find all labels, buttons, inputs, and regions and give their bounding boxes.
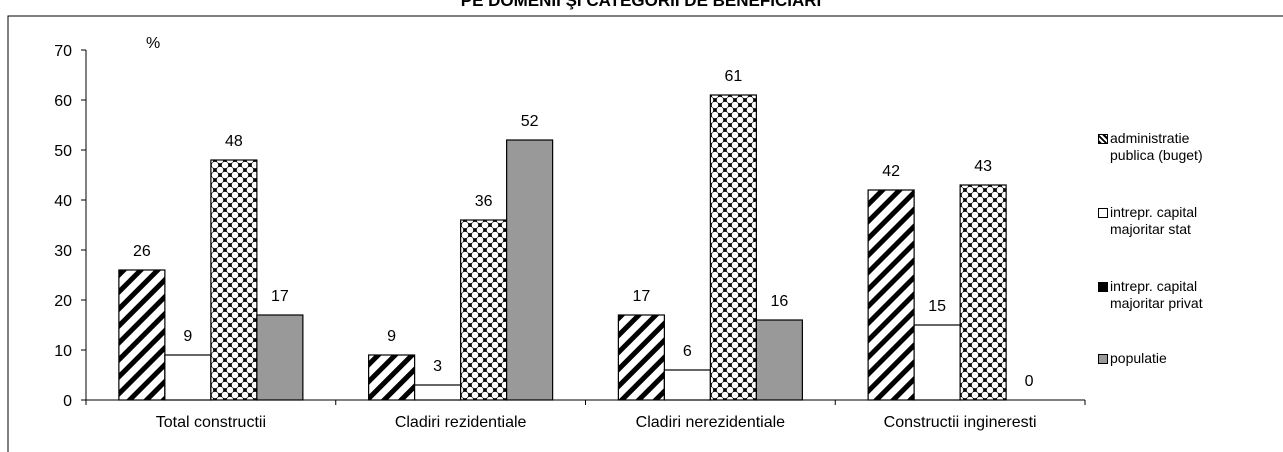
legend-swatch <box>1098 208 1108 218</box>
value-label: 42 <box>882 163 900 180</box>
bar <box>617 314 665 401</box>
y-tick-label: 50 <box>54 143 72 160</box>
legend-item: populatie <box>1098 350 1218 367</box>
value-label: 61 <box>724 68 742 85</box>
value-label: 16 <box>770 293 788 310</box>
value-label: 26 <box>133 243 151 260</box>
value-label: 52 <box>521 113 539 130</box>
legend-label: intrepr. capital majoritar privat <box>1110 278 1203 311</box>
value-label: 9 <box>387 328 396 345</box>
bar <box>460 219 508 401</box>
bar <box>663 369 711 401</box>
value-label: 9 <box>183 328 192 345</box>
bar <box>913 324 961 401</box>
legend-label: populatie <box>1110 350 1167 366</box>
bar <box>118 269 166 401</box>
bar <box>959 184 1007 401</box>
y-tick-label: 70 <box>54 43 72 60</box>
value-label: 36 <box>475 193 493 210</box>
value-label: 3 <box>433 358 442 375</box>
bar <box>709 94 757 401</box>
y-tick-label: 60 <box>54 93 72 110</box>
bar <box>164 354 212 401</box>
value-label: 15 <box>928 298 946 315</box>
bar <box>256 314 304 401</box>
x-tick-label: Cladiri rezidentiale <box>395 414 527 431</box>
bar <box>867 189 915 401</box>
bar <box>368 354 416 401</box>
legend-label: intrepr. capital majoritar stat <box>1110 204 1198 237</box>
y-tick-label: 10 <box>54 343 72 360</box>
value-label: 6 <box>683 343 692 360</box>
y-tick-label: 30 <box>54 243 72 260</box>
value-label: 0 <box>1025 373 1034 390</box>
y-tick-label: 0 <box>63 393 72 410</box>
legend-item: administratie publica (buget) <box>1098 130 1218 164</box>
legend-item: intrepr. capital majoritar stat <box>1098 204 1218 238</box>
legend-item: intrepr. capital majoritar privat <box>1098 278 1218 312</box>
legend-swatch <box>1098 282 1108 292</box>
legend-swatch <box>1098 134 1108 144</box>
bar <box>414 384 462 401</box>
bar <box>506 139 554 401</box>
bar <box>755 319 803 401</box>
x-tick-label: Cladiri nerezidentiale <box>636 414 786 431</box>
bar <box>210 159 258 401</box>
x-tick-label: Constructii ingineresti <box>884 414 1037 431</box>
x-tick-label: Total constructii <box>156 414 266 431</box>
value-label: 43 <box>974 158 992 175</box>
y-tick-label: 40 <box>54 193 72 210</box>
value-label: 17 <box>632 288 650 305</box>
value-label: 48 <box>225 133 243 150</box>
legend-swatch <box>1098 354 1108 364</box>
y-tick-label: 20 <box>54 293 72 310</box>
value-label: 17 <box>271 288 289 305</box>
chart-title: PE DOMENII ŞI CATEGORII DE BENEFICIARI <box>461 0 822 10</box>
unit-label: % <box>146 35 160 52</box>
legend-label: administratie publica (buget) <box>1110 130 1203 163</box>
chart-border <box>7 15 1283 452</box>
